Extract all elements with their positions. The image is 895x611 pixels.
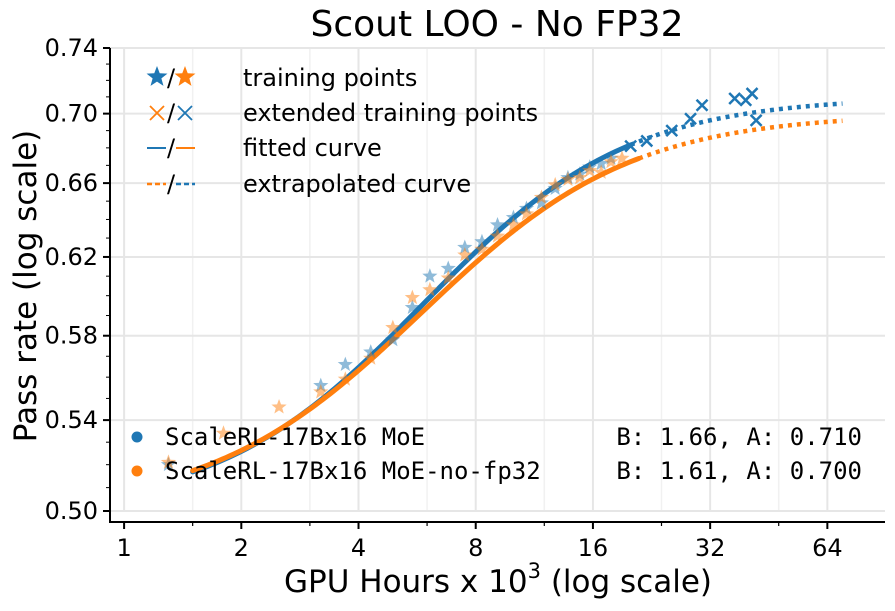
training-point-1 [547, 176, 563, 192]
training-point-1 [313, 384, 329, 399]
training-point-1 [440, 270, 456, 285]
training-point-0 [440, 260, 456, 275]
training-point-1 [560, 171, 576, 187]
x-tick-label: 32 [695, 534, 726, 562]
legend-star-blue [146, 66, 168, 86]
training-point-1 [422, 281, 438, 297]
x-tick-label: 64 [812, 534, 843, 562]
series-params-0: B: 1.66, A: 0.710 [616, 423, 862, 451]
training-point-1 [518, 205, 535, 221]
legend-separator: / [167, 134, 176, 162]
legend-label: extended training points [243, 99, 538, 127]
training-point-1 [271, 399, 287, 414]
extended-point-0 [745, 87, 759, 100]
training-point-0 [337, 356, 353, 372]
y-tick-label: 0.70 [45, 100, 98, 128]
y-tick-label: 0.50 [45, 497, 98, 525]
training-point-1 [363, 350, 379, 365]
training-point-1 [215, 425, 232, 440]
training-point-1 [404, 289, 420, 305]
training-point-1 [385, 319, 401, 335]
legend-label: training points [243, 64, 417, 92]
training-point-1 [603, 153, 619, 169]
x-tick-label: 16 [578, 534, 609, 562]
x-axis-label-superscript: 3 [528, 559, 541, 583]
x-tick-label: 2 [234, 534, 249, 562]
extended-point-0 [624, 139, 638, 153]
series-dot-1 [131, 465, 143, 477]
y-tick-label: 0.54 [45, 406, 98, 434]
series-name-1: ScaleRL-17Bx16 MoE-no-fp32 [165, 457, 541, 485]
training-point-1 [614, 150, 630, 165]
extended-point-0 [749, 114, 763, 127]
extrapolated-curve-1 [638, 118, 843, 161]
x-axis-label-main: GPU Hours x 10 [284, 564, 528, 600]
y-tick-label: 0.74 [45, 34, 98, 62]
extended-point-0 [728, 92, 742, 105]
training-point-0 [422, 268, 438, 283]
training-point-1 [160, 454, 177, 469]
series-params-1: B: 1.61, A: 0.700 [616, 457, 862, 485]
training-point-1 [572, 169, 588, 185]
training-point-0 [385, 331, 401, 347]
legend-label: extrapolated curve [243, 170, 471, 198]
y-tick-label: 0.66 [45, 169, 98, 197]
y-tick-label: 0.62 [45, 243, 98, 271]
legend-x-orange [149, 105, 165, 121]
x-tick-label: 8 [468, 534, 483, 562]
ticks: 1 2 4 8 16 32 64 0.50 0.54 0.58 0.62 0.66 0.70 0.74 [45, 34, 843, 562]
legend-separator: / [167, 170, 176, 198]
training-point-0 [474, 233, 490, 249]
extrapolated-curve-0 [629, 101, 843, 147]
training-point-0 [457, 239, 473, 254]
y-tick-label: 0.58 [45, 322, 98, 350]
training-point-1 [582, 162, 598, 178]
training-point-1 [593, 164, 609, 179]
axes [109, 48, 885, 523]
legend-separator: / [167, 64, 176, 92]
chart-title: Scout LOO - No FP32 [311, 4, 684, 45]
extended-point-0 [695, 98, 709, 112]
legend-label: fitted curve [243, 134, 382, 162]
x-tick-label: 1 [116, 534, 131, 562]
x-axis-label: GPU Hours x 103 (log scale) [284, 559, 712, 600]
extended-point-0 [640, 134, 654, 148]
training-point-0 [404, 299, 420, 315]
fitted-curve-1 [190, 155, 642, 474]
training-point-1 [457, 247, 473, 262]
series-name-0: ScaleRL-17Bx16 MoE [165, 423, 425, 451]
y-axis-label: Pass rate (log scale) [8, 130, 44, 442]
extended-point-0 [665, 124, 679, 138]
legend: / training points / extended training point… [146, 64, 538, 198]
training-point-1 [489, 228, 506, 243]
training-point-0 [593, 155, 609, 171]
extended-point-0 [684, 112, 697, 126]
training-point-0 [489, 217, 506, 232]
training-point-1 [505, 217, 522, 232]
series-dot-0 [131, 431, 143, 443]
legend-star-orange [174, 66, 196, 86]
training-point-0 [505, 209, 522, 225]
points [160, 87, 763, 472]
grid [110, 47, 885, 512]
x-axis-label-suffix: (log scale) [541, 564, 712, 600]
legend-separator: / [167, 99, 176, 127]
training-point-1 [533, 189, 550, 204]
legend-x-blue [177, 105, 193, 121]
training-point-0 [533, 194, 550, 210]
series-legend: ScaleRL-17Bx16 MoE B: 1.66, A: 0.710 Scale… [131, 423, 862, 485]
training-point-1 [474, 241, 490, 256]
training-point-1 [337, 371, 353, 386]
x-tick-label: 4 [351, 534, 366, 562]
